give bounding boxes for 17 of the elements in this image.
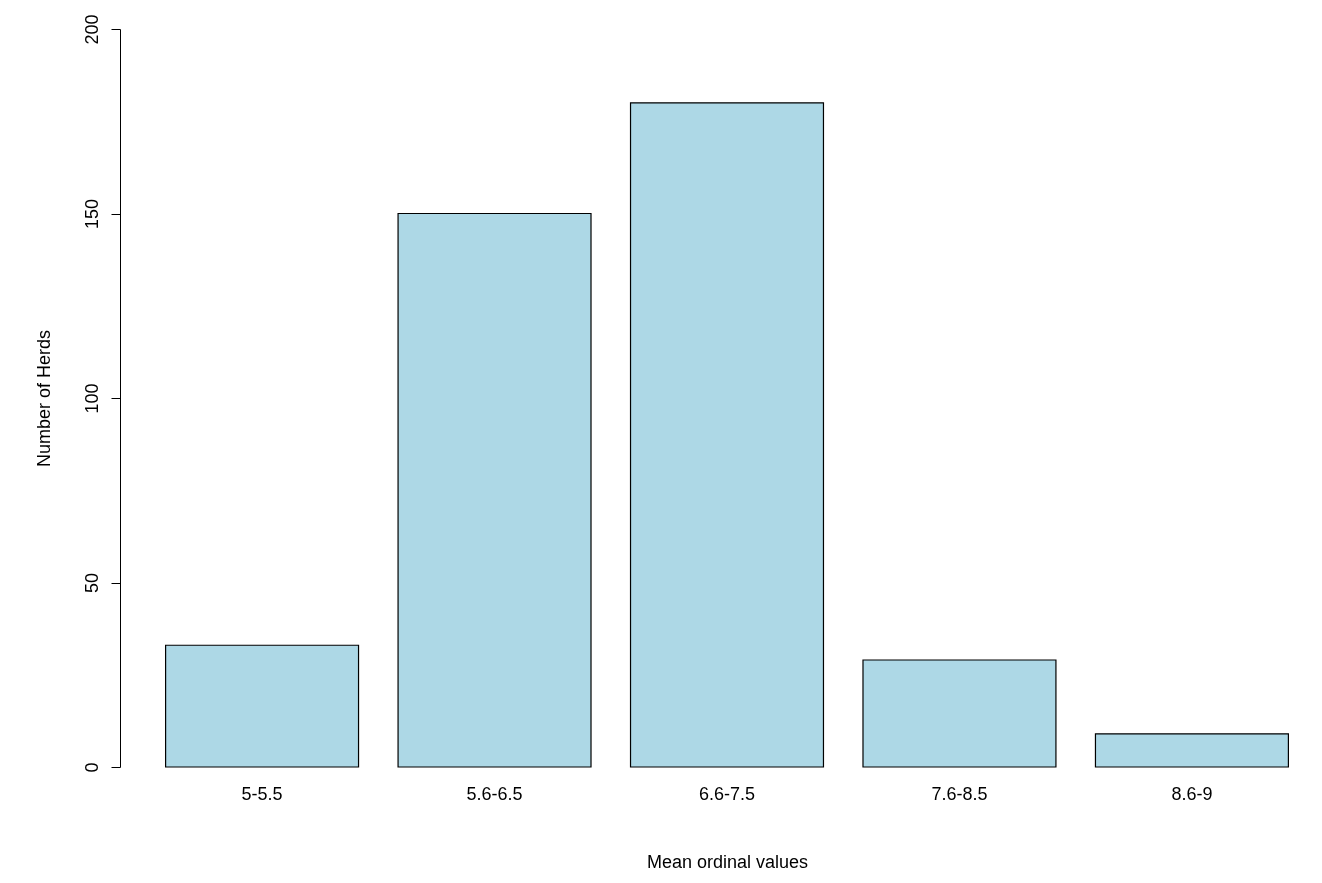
x-tick-label: 5-5.5 — [241, 783, 283, 804]
y-tick-label: 50 — [81, 572, 102, 594]
y-tick-label: 200 — [81, 14, 102, 45]
x-tick-label: 5.6-6.5 — [466, 783, 523, 804]
bar — [862, 659, 1057, 768]
bar — [165, 644, 360, 768]
bar — [629, 102, 825, 768]
bar — [1094, 733, 1289, 768]
x-tick-label: 6.6-7.5 — [698, 783, 756, 804]
x-tick-label: 7.6-8.5 — [931, 783, 988, 804]
y-tick-label: 100 — [81, 383, 102, 414]
x-axis-title: Mean ordinal values — [646, 851, 809, 872]
y-tick-label: 0 — [81, 762, 102, 773]
y-tick-label: 150 — [81, 198, 102, 230]
bar — [397, 212, 592, 768]
y-axis-title: Number of Herds — [33, 329, 54, 468]
x-tick-label: 8.6-9 — [1171, 783, 1213, 804]
